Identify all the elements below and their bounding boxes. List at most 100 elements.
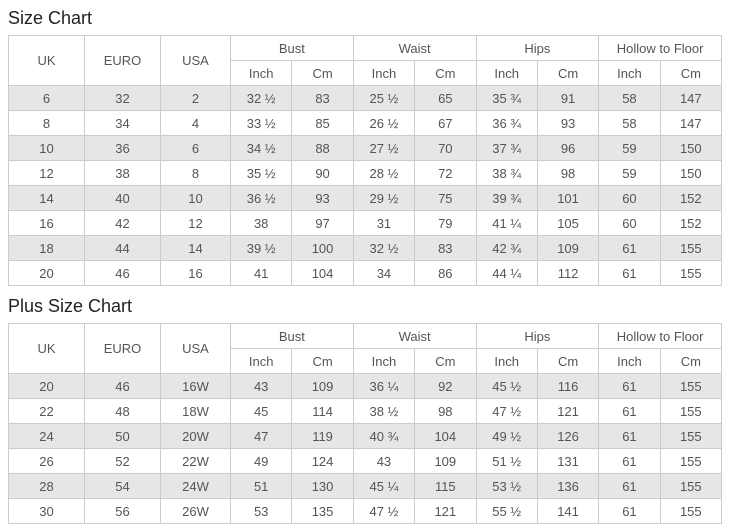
table-cell: 26	[8, 448, 85, 474]
table-cell: 126	[536, 423, 600, 449]
table-cell: 100	[291, 235, 354, 261]
table-cell: 131	[536, 448, 600, 474]
header-row-units: Inch Cm Inch Cm Inch Cm Inch Cm	[9, 60, 723, 86]
table-cell: 116	[536, 373, 600, 399]
table-cell: 36 ¾	[475, 110, 538, 136]
column-header-bust: Bust	[230, 323, 354, 349]
unit-header-inch: Inch	[598, 348, 661, 374]
table-cell: 152	[659, 210, 723, 236]
table-cell: 16	[8, 210, 85, 236]
table-cell: 10	[8, 135, 85, 161]
table-cell: 83	[291, 85, 354, 111]
table-cell: 48	[84, 398, 161, 424]
table-cell: 109	[414, 448, 477, 474]
table-cell: 112	[536, 260, 600, 286]
table-row: 12 38 8 35 ½ 90 28 ½ 72 38 ¾ 98 59 150	[8, 160, 723, 186]
table-cell: 12	[160, 210, 231, 236]
table-cell: 43	[352, 448, 416, 474]
table-cell: 6	[8, 85, 85, 111]
table-cell: 150	[659, 135, 723, 161]
table-cell: 35 ¾	[475, 85, 538, 111]
table-cell: 135	[291, 498, 354, 524]
header-row-groups: UK EURO USA Bust Waist Hips Hollow to Floor	[8, 323, 722, 374]
table-row: 10 36 6 34 ½ 88 27 ½ 70 37 ¾ 96 59 150	[8, 135, 723, 161]
table-cell: 37 ¾	[475, 135, 538, 161]
table-cell: 38	[84, 160, 161, 186]
table-row: 14 40 10 36 ½ 93 29 ½ 75 39 ¾ 101 60 152	[8, 185, 723, 211]
table-cell: 141	[536, 498, 600, 524]
table-cell: 14	[160, 235, 231, 261]
table-row: 18 44 14 39 ½ 100 32 ½ 83 42 ¾ 109 61 155	[8, 235, 723, 261]
table-cell: 61	[598, 235, 661, 261]
table-cell: 50	[84, 423, 161, 449]
table-cell: 104	[414, 423, 477, 449]
table-cell: 155	[659, 448, 723, 474]
table-cell: 70	[414, 135, 477, 161]
table-row: 26 52 22W 49 124 43 109 51 ½ 131 61 155	[8, 448, 723, 474]
table-cell: 24W	[160, 473, 231, 499]
table-cell: 61	[598, 398, 661, 424]
table-row: 6 32 2 32 ½ 83 25 ½ 65 35 ¾ 91 58 147	[8, 85, 723, 111]
table-cell: 59	[598, 160, 661, 186]
table-cell: 33 ½	[229, 110, 293, 136]
table-cell: 147	[659, 85, 723, 111]
plus-size-chart-section: Plus Size Chart UK EURO USA Bust Waist Hips Ho…	[8, 296, 730, 524]
plus-size-chart-title: Plus Size Chart	[8, 296, 133, 316]
table-cell: 58	[598, 85, 661, 111]
column-header-uk: UK	[8, 323, 85, 374]
table-cell: 28 ½	[352, 160, 416, 186]
unit-header-inch: Inch	[475, 60, 538, 86]
table-cell: 40	[84, 185, 161, 211]
table-cell: 56	[84, 498, 161, 524]
column-header-hollow-to-floor: Hollow to Floor	[598, 35, 722, 61]
table-cell: 32 ½	[229, 85, 293, 111]
column-header-waist: Waist	[352, 35, 477, 61]
table-cell: 39 ¾	[475, 185, 538, 211]
table-cell: 91	[536, 85, 600, 111]
column-header-hollow-to-floor: Hollow to Floor	[598, 323, 722, 349]
table-cell: 119	[291, 423, 354, 449]
table-cell: 12	[8, 160, 85, 186]
table-cell: 18W	[160, 398, 231, 424]
table-row: 24 50 20W 47 119 40 ¾ 104 49 ½ 126 61 155	[8, 423, 723, 449]
table-cell: 61	[598, 448, 661, 474]
unit-header-cm: Cm	[414, 60, 477, 86]
unit-header-cm: Cm	[414, 348, 477, 374]
table-cell: 16	[160, 260, 231, 286]
table-cell: 29 ½	[352, 185, 416, 211]
header-row-groups: UK EURO USA Bust Waist Hips Hollow to Floor	[8, 35, 722, 86]
table-cell: 147	[659, 110, 723, 136]
table-cell: 46	[84, 260, 161, 286]
table-cell: 36 ¼	[352, 373, 416, 399]
unit-header-cm: Cm	[291, 60, 354, 86]
table-cell: 155	[659, 260, 723, 286]
table-cell: 90	[291, 160, 354, 186]
table-cell: 22	[8, 398, 85, 424]
table-cell: 124	[291, 448, 354, 474]
unit-header-cm: Cm	[536, 60, 600, 86]
table-cell: 53 ½	[475, 473, 538, 499]
table-cell: 51 ½	[475, 448, 538, 474]
column-header-hips: Hips	[475, 35, 600, 61]
table-cell: 54	[84, 473, 161, 499]
unit-header-inch: Inch	[229, 60, 293, 86]
table-cell: 155	[659, 373, 723, 399]
table-cell: 44	[84, 235, 161, 261]
table-cell: 136	[536, 473, 600, 499]
unit-header-inch: Inch	[229, 348, 293, 374]
table-cell: 114	[291, 398, 354, 424]
table-cell: 55 ½	[475, 498, 538, 524]
table-cell: 98	[414, 398, 477, 424]
table-cell: 155	[659, 235, 723, 261]
table-cell: 38 ¾	[475, 160, 538, 186]
table-cell: 38 ½	[352, 398, 416, 424]
table-cell: 32	[84, 85, 161, 111]
table-cell: 155	[659, 498, 723, 524]
table-cell: 52	[84, 448, 161, 474]
table-cell: 47 ½	[352, 498, 416, 524]
table-cell: 85	[291, 110, 354, 136]
table-row: 22 48 18W 45 114 38 ½ 98 47 ½ 121 61 155	[8, 398, 723, 424]
size-chart-section: Size Chart UK EURO USA Bust Waist Hips Hollow …	[8, 8, 730, 286]
table-cell: 98	[536, 160, 600, 186]
unit-header-cm: Cm	[659, 60, 723, 86]
